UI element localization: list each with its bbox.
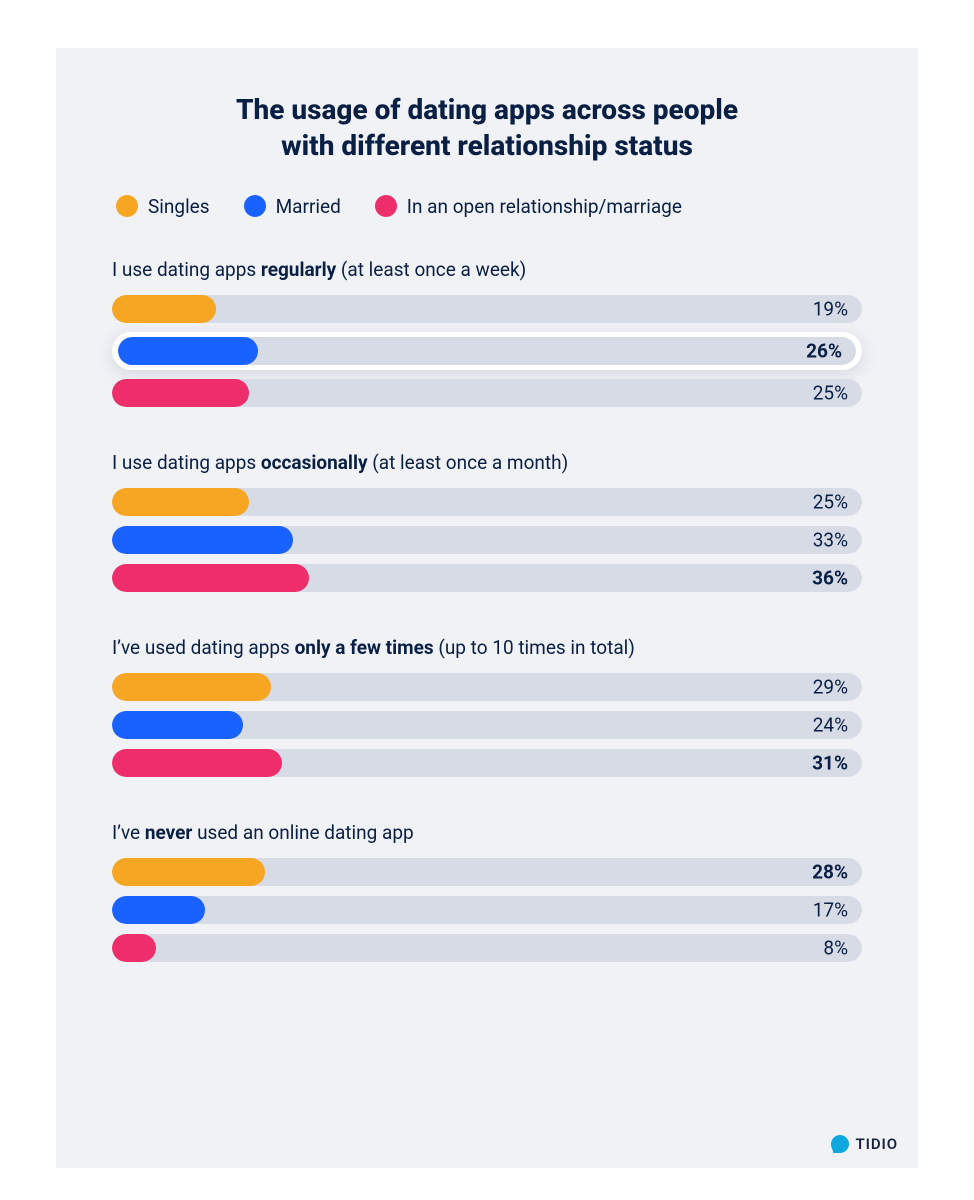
title-line-1: The usage of dating apps across people bbox=[236, 93, 738, 126]
legend-item: Singles bbox=[116, 195, 210, 218]
legend-swatch bbox=[375, 195, 397, 217]
bar-value: 17% bbox=[813, 898, 848, 921]
bar-row: 31% bbox=[112, 749, 862, 777]
legend-swatch bbox=[116, 195, 138, 217]
bars: 19% 26% 25% bbox=[112, 295, 862, 407]
bar-row: 24% bbox=[112, 711, 862, 739]
group-label-bold: occasionally bbox=[261, 451, 368, 474]
group-label: I’ve used dating apps only a few times (… bbox=[112, 636, 862, 659]
legend: Singles Married In an open relationship/ma… bbox=[112, 195, 862, 218]
bar-track: 29% bbox=[112, 673, 862, 701]
bar-fill bbox=[112, 295, 216, 323]
bar-track: 17% bbox=[112, 896, 862, 924]
bar-track: 8% bbox=[112, 934, 862, 962]
bar-fill bbox=[112, 858, 265, 886]
bar-track-bg bbox=[112, 295, 862, 323]
bar-group: I use dating apps occasionally (at least… bbox=[112, 451, 862, 592]
bar-value: 33% bbox=[813, 528, 848, 551]
legend-item: In an open relationship/marriage bbox=[375, 195, 682, 218]
bar-groups: I use dating apps regularly (at least on… bbox=[112, 258, 862, 962]
bar-group: I’ve never used an online dating app 28% 1… bbox=[112, 821, 862, 962]
bar-value: 29% bbox=[813, 675, 848, 698]
bar-track-bg bbox=[112, 896, 862, 924]
title-line-2: with different relationship status bbox=[281, 129, 693, 162]
bar-track: 33% bbox=[112, 526, 862, 554]
bar-track: 25% bbox=[112, 379, 862, 407]
bar-track: 24% bbox=[112, 711, 862, 739]
bar-fill bbox=[112, 749, 282, 777]
bars: 28% 17% 8% bbox=[112, 858, 862, 962]
bar-track: 36% bbox=[112, 564, 862, 592]
group-label-pre: I’ve used dating apps bbox=[112, 636, 295, 659]
bar-row: 8% bbox=[112, 934, 862, 962]
bar-value: 25% bbox=[813, 490, 848, 513]
bar-group: I use dating apps regularly (at least on… bbox=[112, 258, 862, 407]
chart-title: The usage of dating apps across people w… bbox=[112, 92, 862, 165]
bar-fill bbox=[112, 564, 309, 592]
bar-fill bbox=[112, 526, 293, 554]
bar-track: 28% bbox=[112, 858, 862, 886]
brand-logo: TIDIO bbox=[830, 1134, 898, 1154]
bar-group: I’ve used dating apps only a few times (… bbox=[112, 636, 862, 777]
bar-fill bbox=[112, 488, 249, 516]
bar-value: 19% bbox=[813, 297, 848, 320]
bar-value: 31% bbox=[812, 751, 848, 774]
group-label-bold: regularly bbox=[261, 258, 336, 281]
group-label: I’ve never used an online dating app bbox=[112, 821, 862, 844]
tidio-icon bbox=[830, 1134, 850, 1154]
bar-fill bbox=[112, 896, 205, 924]
group-label-post: (up to 10 times in total) bbox=[434, 636, 635, 659]
group-label-pre: I’ve bbox=[112, 821, 145, 844]
group-label-pre: I use dating apps bbox=[112, 451, 261, 474]
bar-row: 25% bbox=[112, 379, 862, 407]
legend-label: Married bbox=[276, 195, 341, 218]
bar-row: 25% bbox=[112, 488, 862, 516]
bar-track-bg bbox=[112, 934, 862, 962]
bar-row: 33% bbox=[112, 526, 862, 554]
bar-fill bbox=[112, 711, 243, 739]
bar-value: 8% bbox=[823, 936, 848, 959]
infographic-card: The usage of dating apps across people w… bbox=[56, 48, 918, 1168]
bar-value: 36% bbox=[812, 566, 848, 589]
bar-fill bbox=[112, 934, 156, 962]
legend-label: In an open relationship/marriage bbox=[407, 195, 682, 218]
bar-value: 26% bbox=[806, 339, 842, 362]
brand-text: TIDIO bbox=[856, 1135, 898, 1153]
group-label-bold: never bbox=[145, 821, 193, 844]
group-label-post: (at least once a month) bbox=[368, 451, 569, 474]
bar-track: 26% bbox=[118, 337, 856, 365]
bar-row: 28% bbox=[112, 858, 862, 886]
bar-value: 25% bbox=[813, 381, 848, 404]
bar-fill bbox=[112, 673, 271, 701]
bar-track: 25% bbox=[112, 488, 862, 516]
bar-row: 29% bbox=[112, 673, 862, 701]
bars: 29% 24% 31% bbox=[112, 673, 862, 777]
group-label: I use dating apps occasionally (at least… bbox=[112, 451, 862, 474]
bar-track: 19% bbox=[112, 295, 862, 323]
legend-swatch bbox=[244, 195, 266, 217]
legend-label: Singles bbox=[148, 195, 210, 218]
group-label-bold: only a few times bbox=[295, 636, 434, 659]
bar-value: 24% bbox=[813, 713, 848, 736]
bar-row: 17% bbox=[112, 896, 862, 924]
bar-row: 36% bbox=[112, 564, 862, 592]
bar-row: 19% bbox=[112, 295, 862, 323]
group-label: I use dating apps regularly (at least on… bbox=[112, 258, 862, 281]
group-label-post: (at least once a week) bbox=[336, 258, 526, 281]
bar-track: 31% bbox=[112, 749, 862, 777]
bars: 25% 33% 36% bbox=[112, 488, 862, 592]
bar-row: 26% bbox=[112, 332, 862, 370]
group-label-pre: I use dating apps bbox=[112, 258, 261, 281]
legend-item: Married bbox=[244, 195, 341, 218]
group-label-post: used an online dating app bbox=[192, 821, 413, 844]
bar-value: 28% bbox=[812, 860, 848, 883]
bar-fill bbox=[118, 337, 258, 365]
bar-fill bbox=[112, 379, 249, 407]
